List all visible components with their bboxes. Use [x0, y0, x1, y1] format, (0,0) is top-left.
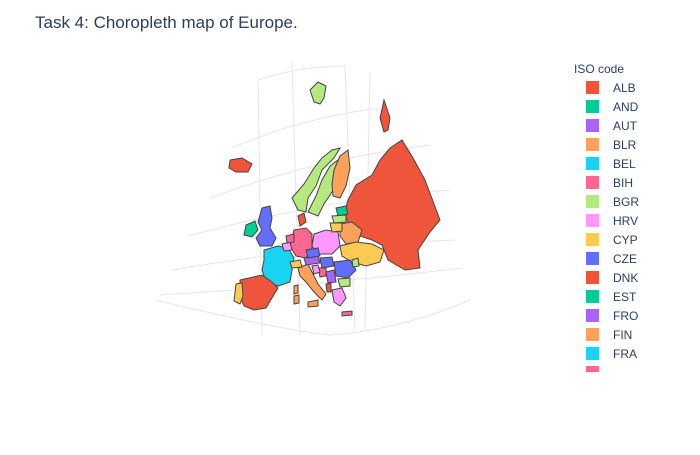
country-greece[interactable] — [331, 287, 347, 307]
legend-label: FRO — [613, 308, 639, 323]
legend-item[interactable]: DNK — [566, 268, 696, 287]
country-finland[interactable] — [331, 149, 351, 199]
country-portugal[interactable] — [233, 282, 244, 305]
country-switzerland[interactable] — [289, 259, 303, 269]
country-poland[interactable] — [311, 229, 341, 255]
country-estonia[interactable] — [335, 205, 349, 217]
legend-label: AUT — [613, 118, 637, 133]
legend-label: DNK — [613, 270, 639, 285]
country-corsica[interactable] — [293, 284, 299, 295]
legend-label: BEL — [613, 156, 636, 171]
legend-label: AND — [613, 99, 639, 114]
legend-item[interactable]: CZE — [566, 249, 696, 268]
legend-swatch — [586, 195, 599, 208]
country-hungary[interactable] — [319, 256, 335, 269]
legend: ISO code ALB AND AUT BLR BEL BIH BGR HRV CYP CZE D… — [566, 60, 696, 372]
legend-item[interactable]: FRO — [566, 306, 696, 325]
legend-label: HRV — [613, 213, 639, 228]
country-netherlands[interactable] — [285, 233, 295, 244]
countries[interactable] — [228, 81, 441, 317]
legend-swatch — [586, 252, 599, 265]
legend-label: BLR — [613, 137, 637, 152]
country-spain[interactable] — [239, 274, 279, 311]
legend-label: FRA — [613, 346, 637, 361]
country-norway[interactable] — [291, 147, 342, 213]
legend-swatch — [586, 233, 599, 246]
legend-swatch — [586, 119, 599, 132]
chart-title: Task 4: Choropleth map of Europe. — [35, 13, 298, 32]
legend-title: ISO code — [574, 62, 625, 76]
legend-swatch — [586, 176, 599, 189]
legend-item[interactable]: CYP — [566, 230, 696, 249]
legend-label: FIN — [613, 327, 633, 342]
legend-label: BIH — [613, 175, 634, 190]
legend-swatch — [586, 271, 599, 284]
legend-item[interactable]: AND — [566, 97, 696, 116]
country-albania[interactable] — [325, 282, 332, 293]
legend-label: EST — [613, 289, 637, 304]
legend-item[interactable]: BLR — [566, 135, 696, 154]
legend-swatch — [586, 309, 599, 322]
country-ukraine[interactable] — [339, 241, 385, 267]
country-bulgaria[interactable] — [337, 277, 351, 288]
legend-item[interactable]: BEL — [566, 154, 696, 173]
country-italy[interactable] — [297, 263, 327, 301]
legend-swatch — [586, 100, 599, 113]
legend-swatch — [586, 214, 599, 227]
country-united-kingdom[interactable] — [255, 205, 277, 247]
legend-label: CZE — [613, 251, 637, 266]
legend-swatch — [586, 328, 599, 341]
legend-item[interactable]: ALB — [566, 78, 696, 97]
country-crete[interactable] — [341, 310, 353, 317]
country-serbia[interactable] — [325, 269, 337, 284]
country-sardinia[interactable] — [293, 294, 300, 305]
country-latvia[interactable] — [331, 214, 347, 224]
country-svalbard[interactable] — [309, 81, 327, 105]
legend-swatch — [586, 366, 599, 372]
country-czechia[interactable] — [305, 247, 321, 259]
country-iceland[interactable] — [228, 157, 253, 173]
country-russia[interactable] — [343, 139, 441, 271]
legend-item[interactable]: FIN — [566, 325, 696, 344]
legend-item[interactable] — [566, 363, 696, 372]
country-lithuania[interactable] — [329, 222, 343, 233]
country-romania[interactable] — [333, 259, 357, 279]
legend-list: ALB AND AUT BLR BEL BIH BGR HRV CYP CZE DNK EST FRO F… — [566, 78, 696, 372]
legend-item[interactable]: EST — [566, 287, 696, 306]
graticule-parallel-2 — [231, 107, 381, 149]
country-moldova[interactable] — [351, 257, 360, 268]
legend-label: CYP — [613, 232, 638, 247]
legend-swatch — [586, 138, 599, 151]
country-sicily[interactable] — [307, 299, 319, 308]
country-novaya-zemlya[interactable] — [379, 98, 391, 133]
country-ireland[interactable] — [243, 220, 259, 238]
legend-item[interactable]: HRV — [566, 211, 696, 230]
legend-item[interactable]: BGR — [566, 192, 696, 211]
legend-label: ALB — [613, 80, 636, 95]
legend-label: BGR — [613, 194, 640, 209]
legend-swatch — [586, 290, 599, 303]
country-denmark[interactable] — [297, 212, 307, 227]
country-croatia[interactable] — [311, 264, 321, 275]
legend-item[interactable]: FRA — [566, 344, 696, 363]
legend-swatch — [586, 81, 599, 94]
legend-item[interactable]: AUT — [566, 116, 696, 135]
graticule-parallel-7 — [154, 299, 471, 336]
graticule-parallel-1 — [257, 65, 346, 81]
legend-swatch — [586, 347, 599, 360]
legend-item[interactable]: BIH — [566, 173, 696, 192]
legend-swatch — [586, 157, 599, 170]
